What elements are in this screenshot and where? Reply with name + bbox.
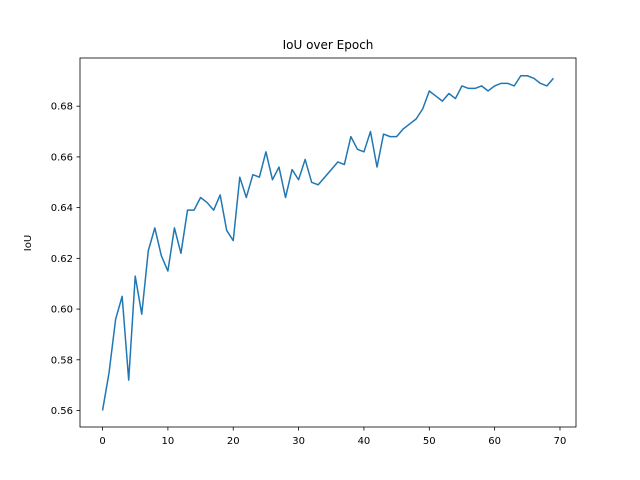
x-tick-label: 50: [423, 436, 436, 447]
y-tick-label: 0.66: [51, 152, 73, 163]
y-tick-label: 0.58: [51, 355, 73, 366]
y-axis-ticks: 0.56 0.58 0.60 0.62 0.64 0.66 0.68: [51, 102, 80, 417]
plot-frame: [79, 57, 577, 428]
y-tick-label: 0.56: [51, 406, 73, 417]
y-tick-label: 0.62: [51, 254, 73, 265]
y-tick-label: 0.60: [51, 305, 73, 316]
x-tick-label: 30: [292, 436, 305, 447]
x-axis-ticks: 0 10 20 30 40 50 60 70: [99, 427, 566, 447]
y-tick-label: 0.68: [51, 102, 73, 113]
x-tick-label: 20: [227, 436, 240, 447]
chart-title: IoU over Epoch: [283, 38, 374, 52]
y-axis-label: IoU: [23, 235, 34, 251]
x-tick-label: 10: [162, 436, 175, 447]
x-tick-label: 70: [554, 436, 567, 447]
series-line: [101, 75, 555, 411]
x-tick-label: 60: [488, 436, 501, 447]
x-tick-label: 0: [99, 436, 105, 447]
y-tick-label: 0.64: [51, 203, 73, 214]
series-layer: [101, 75, 555, 411]
x-tick-label: 40: [358, 436, 371, 447]
